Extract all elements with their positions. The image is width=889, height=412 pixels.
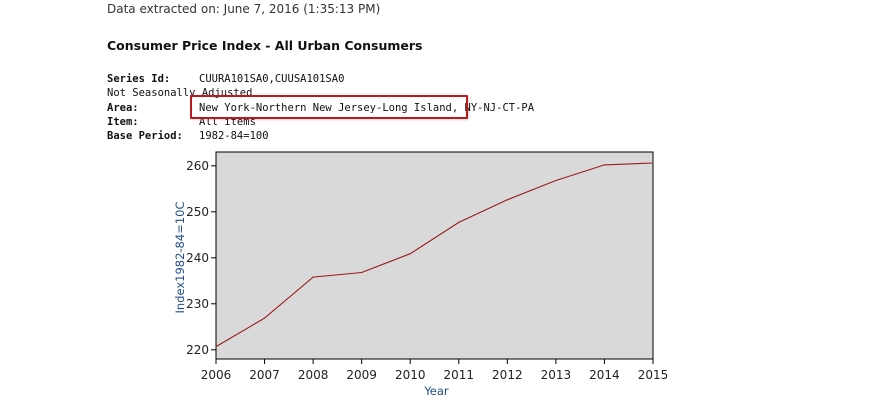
data-point xyxy=(215,345,217,348)
area-value-highlighted: New York-Northern New Jersey-Long Island… xyxy=(199,101,459,114)
data-point xyxy=(361,271,363,274)
y-tick-label: 250 xyxy=(186,205,209,219)
page-title: Consumer Price Index - All Urban Consume… xyxy=(107,38,423,53)
data-point xyxy=(263,317,266,319)
area-label: Area: xyxy=(107,101,139,114)
x-tick-label: 2009 xyxy=(346,368,377,382)
data-point xyxy=(458,221,460,223)
x-tick-label: 2012 xyxy=(492,368,523,382)
y-tick-label: 230 xyxy=(186,297,209,311)
area-row: Area: New York-Northern New Jersey-Long I… xyxy=(107,101,534,115)
base-period-label: Base Period: xyxy=(107,130,183,143)
data-point xyxy=(409,253,411,255)
series-id-label: Series Id: xyxy=(107,73,171,85)
x-tick-label: 2013 xyxy=(541,368,572,382)
item-label: Item: xyxy=(107,115,139,128)
x-tick-label: 2006 xyxy=(201,368,232,382)
series-line xyxy=(215,162,654,348)
data-extracted-date: Data extracted on: June 7, 2016 (1:35:13… xyxy=(107,2,381,16)
data-point xyxy=(312,276,314,278)
data-point xyxy=(506,199,508,201)
x-tick-label: 2008 xyxy=(298,368,329,382)
y-tick-label: 240 xyxy=(186,251,209,265)
area-value-rest: NY-NJ-CT-PA xyxy=(458,101,535,114)
data-point xyxy=(555,179,557,182)
base-period-row: Base Period: 1982-84=100 xyxy=(107,129,534,143)
series-metadata: Series Id: CUURA101SA0,CUUSA101SA0 Not Se… xyxy=(107,72,534,143)
x-tick-label: 2010 xyxy=(395,368,426,382)
data-point xyxy=(603,164,606,166)
plot-area xyxy=(215,151,654,360)
y-tick-label: 220 xyxy=(186,343,209,357)
base-period-value: 1982-84=100 xyxy=(199,130,269,143)
data-point xyxy=(652,162,654,164)
x-tick-label: 2014 xyxy=(589,368,620,382)
series-id-value: CUURA101SA0,CUUSA101SA0 xyxy=(199,73,345,85)
x-tick-label: 2015 xyxy=(638,368,669,382)
plot-layer xyxy=(215,151,654,360)
y-axis-title: Index1982-84=10C xyxy=(173,201,187,313)
x-axis-title: Year xyxy=(423,384,449,398)
y-tick-label: 260 xyxy=(186,159,209,173)
series-id-row: Series Id: CUURA101SA0,CUUSA101SA0 xyxy=(107,72,534,86)
x-tick-label: 2007 xyxy=(249,368,280,382)
x-tick-label: 2011 xyxy=(444,368,475,382)
axis-layer: 2006 2007 2008 2009 2010 2011 2012 2013 2014 2015… xyxy=(186,159,668,382)
